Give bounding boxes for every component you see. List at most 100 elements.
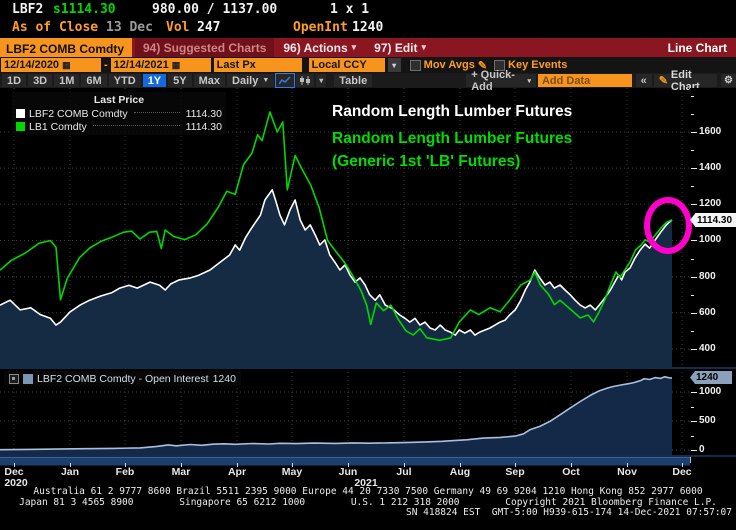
- edit-menu[interactable]: 97) Edit ▾: [374, 40, 427, 55]
- key-events-checkbox[interactable]: [494, 59, 506, 71]
- line-chart-type-button[interactable]: [275, 73, 296, 88]
- open-interest-plot[interactable]: [0, 368, 690, 456]
- date-to-input[interactable]: 12/14/2021 ▦: [110, 58, 211, 72]
- chevron-down-icon: ▼: [262, 77, 270, 84]
- openint-label: OpenInt: [293, 20, 348, 35]
- x-axis: Dec Jan Feb Mar Apr May Jun Jul Aug Sep Oct Nov Dec …: [0, 463, 736, 489]
- period-button-1d[interactable]: 1D: [2, 74, 27, 87]
- series-value: 1114.30: [185, 120, 222, 133]
- menu-bar: LBF2 COMB Comdty 94) Suggested Charts 96…: [0, 38, 736, 57]
- chevron-down-icon: ▾: [527, 77, 531, 85]
- x-tick: [460, 463, 461, 467]
- price-chart-plot[interactable]: [0, 88, 690, 368]
- y-tick: [691, 421, 697, 423]
- x-tick: [70, 463, 71, 467]
- chart-settings-button[interactable]: ⚙: [721, 74, 736, 87]
- chart-toolbar-periods: 1D 3D 1M 6M YTD 1Y 5Y Max Daily ▼ ▾ Table + Qui…: [0, 69, 736, 93]
- gear-icon: ⚙: [724, 75, 733, 86]
- legend-row: LBF2 COMB Comdty 1114.30: [16, 107, 222, 120]
- period-button-5y[interactable]: 5Y: [168, 74, 192, 87]
- footer-phones-line2: Japan 81 3 4565 8900 Singapore 65 6212 1…: [19, 496, 717, 508]
- vol-value: 247: [197, 20, 221, 35]
- date-range-separator: -: [104, 59, 108, 71]
- open-interest-legend: LBF2 COMB Comdty - Open Interest 1240: [4, 371, 241, 386]
- chart-title-green-line2: (Generic 1st 'LB' Futures): [332, 153, 521, 170]
- chevron-down-icon: ▾: [351, 42, 357, 52]
- year-label-left: 2020: [4, 477, 28, 489]
- x-tick: [404, 463, 405, 467]
- frequency-select[interactable]: Daily ▼: [227, 74, 275, 87]
- y-tick-label: 1600: [699, 125, 722, 137]
- open-interest-axis-tag: 1240: [690, 371, 732, 384]
- candle-chart-type-button[interactable]: [296, 74, 315, 87]
- asof-label: As of Close: [12, 20, 99, 35]
- period-button-max[interactable]: Max: [193, 74, 226, 87]
- suggested-charts-button[interactable]: 94) Suggested Charts: [135, 38, 275, 57]
- year-label-center: 2021: [354, 477, 378, 489]
- legend-leader: [92, 124, 180, 126]
- period-button-6m[interactable]: 6M: [81, 74, 107, 87]
- y-minor-tick: [691, 294, 694, 296]
- mov-avgs-label: Mov Avgs: [423, 59, 475, 71]
- currency-dropdown-button[interactable]: ▾: [387, 58, 401, 72]
- month-label: Dec: [4, 466, 24, 478]
- y-tick: [691, 450, 697, 452]
- chart-toolbar-dates: 12/14/2020 ▦ - 12/14/2021 ▦ Last Px Loca…: [0, 57, 736, 73]
- chevron-down-icon: ▾: [392, 60, 397, 70]
- footer-session-line: SN 418824 EST GMT-5:00 H939-615-174 14-D…: [405, 507, 732, 518]
- month-label: Jun: [338, 466, 358, 478]
- chart-type-dropdown[interactable]: ▾: [316, 74, 327, 87]
- price-axis[interactable]: 400 600 800 1000 1200 1400 1600: [690, 88, 736, 368]
- edit-chart-button[interactable]: ✎ Edit Chart: [653, 69, 718, 93]
- pencil-icon: ✎: [658, 75, 668, 87]
- series-swatch: [16, 109, 25, 118]
- ticker: LBF2: [12, 2, 44, 17]
- security-tab[interactable]: LBF2 COMB Comdty: [0, 38, 132, 57]
- y-minor-tick: [691, 113, 694, 115]
- add-data-input[interactable]: Add Data: [537, 74, 632, 87]
- x-tick: [515, 463, 516, 467]
- currency-select[interactable]: Local CCY: [308, 58, 385, 72]
- y-tick-label: 1200: [699, 198, 722, 210]
- highlight-circle-annotation: [644, 197, 692, 254]
- month-label: Jul: [396, 466, 412, 478]
- y-minor-tick: [691, 406, 694, 408]
- period-button-ytd[interactable]: YTD: [108, 74, 141, 87]
- x-tick: [237, 463, 238, 467]
- month-label: Feb: [115, 466, 135, 478]
- quick-add-button[interactable]: + Quick-Add ▾: [466, 69, 536, 93]
- price-type-select[interactable]: Last Px: [213, 58, 302, 72]
- collapse-panel-button[interactable]: «: [635, 74, 652, 87]
- panel-divider: [0, 367, 736, 369]
- y-minor-tick: [691, 330, 694, 332]
- pencil-icon[interactable]: ✎: [477, 59, 488, 72]
- table-button[interactable]: Table: [334, 74, 373, 87]
- x-tick: [125, 463, 126, 467]
- period-button-1m[interactable]: 1M: [54, 74, 80, 87]
- y-tick: [691, 276, 697, 278]
- legend-header: Last Price: [93, 94, 145, 106]
- period-button-3d[interactable]: 3D: [28, 74, 53, 87]
- last-price: s1114.30: [53, 2, 116, 17]
- expand-panel-icon[interactable]: [9, 373, 19, 384]
- key-events-label: Key Events: [508, 59, 568, 71]
- calendar-icon: ▦: [62, 59, 71, 70]
- line-chart-icon: [279, 76, 291, 85]
- y-minor-tick: [691, 258, 694, 260]
- open-interest-swatch: [23, 373, 33, 384]
- quote-bar: LBF2 s1114.30 980.00 / 1137.00 1 x 1 As …: [0, 0, 736, 38]
- period-buttons: 1D 3D 1M 6M YTD 1Y 5Y Max: [2, 74, 226, 87]
- y-tick-label: 1000: [699, 234, 722, 246]
- period-button-1y[interactable]: 1Y: [142, 74, 167, 87]
- y-tick: [691, 204, 697, 206]
- date-range-slider[interactable]: [0, 457, 690, 466]
- terminal-footer: Australia 61 2 9777 8600 Brazil 5511 239…: [0, 486, 736, 519]
- y-tick-label: 500: [699, 415, 716, 427]
- actions-menu[interactable]: 96) Actions ▾: [283, 40, 357, 55]
- date-from-input[interactable]: 12/14/2020 ▦: [1, 58, 101, 72]
- footer-phones-line1: Australia 61 2 9777 8600 Brazil 5511 239…: [33, 486, 703, 497]
- mov-avgs-checkbox[interactable]: [409, 59, 421, 71]
- y-minor-tick: [691, 435, 694, 437]
- y-tick-label: 800: [699, 270, 716, 282]
